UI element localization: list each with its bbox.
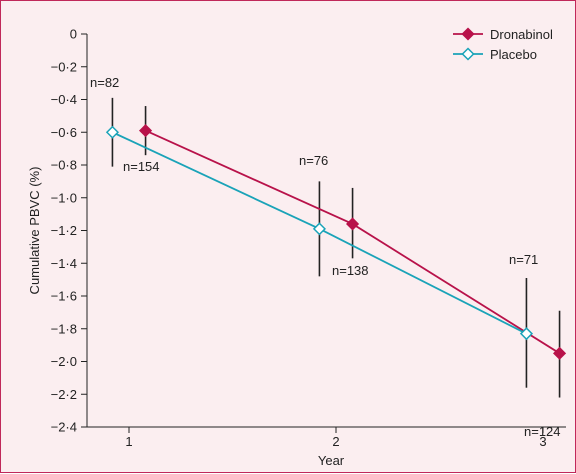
y-tick-label: −1·4	[51, 256, 77, 271]
y-tick-label: −0·4	[51, 92, 77, 107]
y-tick-label: 0	[70, 27, 77, 42]
y-tick-label: −2·2	[51, 387, 77, 402]
legend-marker-placebo	[461, 47, 475, 61]
y-tick-label: −1·0	[51, 190, 77, 205]
legend-label-placebo: Placebo	[490, 47, 537, 62]
x-tick-label: 1	[125, 434, 132, 449]
n-label-dronabinol: n=138	[332, 263, 369, 278]
y-tick-label: −2·4	[51, 420, 77, 435]
y-tick-label: −1·8	[51, 321, 77, 336]
y-tick-label: −2·0	[51, 354, 77, 369]
n-label-dronabinol: n=124	[524, 424, 561, 439]
y-tick-label: −0·6	[51, 125, 77, 140]
n-label-placebo: n=71	[509, 252, 538, 267]
point-dronabinol	[138, 124, 153, 138]
legend-marker-dronabinol	[461, 27, 475, 41]
point-placebo	[312, 222, 327, 236]
x-axis-title: Year	[318, 453, 345, 468]
legend-label-dronabinol: Dronabinol	[490, 27, 553, 42]
point-placebo	[519, 327, 534, 341]
point-dronabinol	[345, 217, 360, 231]
x-tick-label: 2	[332, 434, 339, 449]
y-tick-label: −0·8	[51, 158, 77, 173]
y-tick-label: −1·2	[51, 223, 77, 238]
y-tick-label: −0·2	[51, 59, 77, 74]
point-placebo	[105, 125, 120, 139]
x-tick-label: 3	[539, 434, 546, 449]
y-tick-label: −1·6	[51, 289, 77, 304]
n-label-dronabinol: n=154	[123, 159, 160, 174]
y-axis-title: Cumulative PBVC (%)	[27, 167, 42, 295]
n-label-placebo: n=82	[90, 75, 119, 90]
point-dronabinol	[552, 346, 567, 360]
n-label-placebo: n=76	[299, 153, 328, 168]
